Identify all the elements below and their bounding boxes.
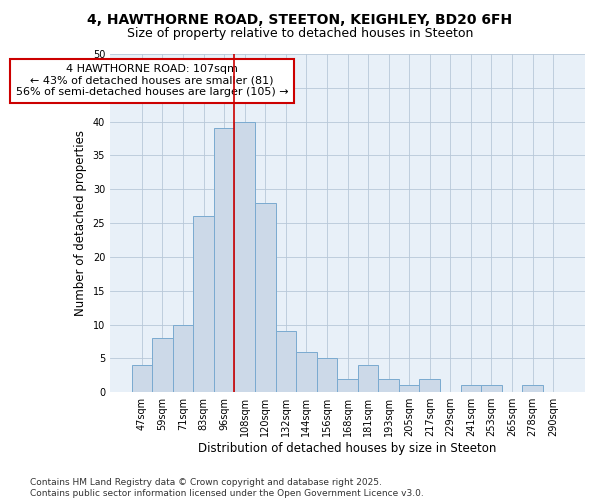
Bar — [399, 386, 419, 392]
Bar — [419, 378, 440, 392]
Bar — [214, 128, 235, 392]
Y-axis label: Number of detached properties: Number of detached properties — [74, 130, 87, 316]
Bar — [193, 216, 214, 392]
Bar — [379, 378, 399, 392]
Bar — [461, 386, 481, 392]
Bar — [337, 378, 358, 392]
Text: Size of property relative to detached houses in Steeton: Size of property relative to detached ho… — [127, 28, 473, 40]
Bar — [152, 338, 173, 392]
Bar — [358, 365, 379, 392]
Bar — [275, 332, 296, 392]
Text: 4 HAWTHORNE ROAD: 107sqm
← 43% of detached houses are smaller (81)
56% of semi-d: 4 HAWTHORNE ROAD: 107sqm ← 43% of detach… — [16, 64, 289, 98]
Text: 4, HAWTHORNE ROAD, STEETON, KEIGHLEY, BD20 6FH: 4, HAWTHORNE ROAD, STEETON, KEIGHLEY, BD… — [88, 12, 512, 26]
Bar — [296, 352, 317, 392]
Bar — [317, 358, 337, 392]
Bar — [235, 122, 255, 392]
Bar — [481, 386, 502, 392]
Text: Contains HM Land Registry data © Crown copyright and database right 2025.
Contai: Contains HM Land Registry data © Crown c… — [30, 478, 424, 498]
Bar — [522, 386, 543, 392]
Bar — [131, 365, 152, 392]
Bar — [255, 203, 275, 392]
Bar — [173, 324, 193, 392]
X-axis label: Distribution of detached houses by size in Steeton: Distribution of detached houses by size … — [199, 442, 497, 455]
